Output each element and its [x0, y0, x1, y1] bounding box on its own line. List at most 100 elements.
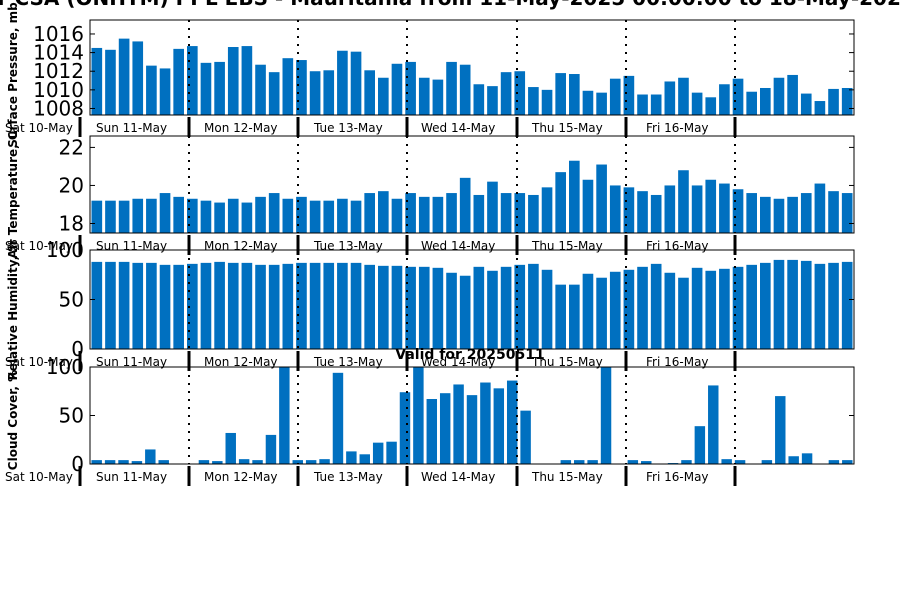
bar [760, 196, 771, 233]
day-label: Fri 16-May [646, 470, 709, 484]
bar [241, 262, 253, 349]
bar [282, 58, 294, 115]
y-axis-label: Surface Pressure, mb [6, 2, 20, 148]
bar [627, 460, 639, 464]
bar [405, 193, 416, 233]
bar [282, 198, 294, 233]
bar [732, 78, 744, 115]
bar [787, 196, 798, 233]
bar [446, 272, 457, 349]
bar [609, 78, 621, 115]
bar [200, 62, 212, 115]
bar [732, 189, 744, 233]
bar [459, 177, 471, 233]
bar [705, 270, 717, 349]
day-label: Sun 11-May [96, 121, 167, 135]
bar [105, 49, 116, 115]
bar [132, 262, 144, 349]
bar [828, 88, 839, 115]
bar [681, 460, 692, 464]
bar [426, 399, 438, 464]
bar [719, 84, 730, 115]
bar [694, 426, 706, 464]
bar [255, 264, 266, 349]
bar [282, 263, 294, 349]
bar [828, 191, 839, 233]
y-axis-label: Air Temperature, C [6, 131, 20, 259]
bar [159, 68, 171, 115]
bar [255, 64, 266, 115]
day-label: Tue 13-May [313, 355, 383, 369]
bar [399, 392, 411, 464]
bar [268, 264, 280, 349]
bar [227, 198, 239, 233]
bar [691, 185, 703, 233]
bar [346, 451, 357, 464]
bar [528, 263, 539, 349]
bar [118, 460, 129, 464]
y-tick-label: 22 [59, 135, 84, 159]
y-axis-label: Cloud Cover, % [6, 370, 20, 470]
bar [350, 51, 362, 115]
bar [541, 89, 553, 115]
bar [187, 198, 198, 233]
bar [487, 86, 498, 115]
y-tick-label: 1008 [33, 96, 84, 120]
bar [678, 170, 689, 233]
bar [500, 266, 512, 349]
bar [118, 38, 130, 115]
bar [364, 70, 375, 115]
day-label: Sat 10-May [5, 355, 73, 369]
bar [413, 367, 424, 464]
bar [350, 200, 362, 233]
day-label: Mon 12-May [204, 470, 278, 484]
bar [418, 196, 430, 233]
bar [337, 262, 348, 349]
bar [91, 460, 102, 464]
bar [814, 183, 826, 233]
bar [555, 284, 566, 349]
bar [569, 284, 580, 349]
bar [569, 74, 580, 115]
bar [91, 47, 103, 115]
bar [773, 198, 785, 233]
bar [678, 77, 689, 115]
bar [841, 261, 853, 349]
day-label: Wed 14-May [421, 239, 495, 253]
bar [198, 460, 210, 464]
bar [386, 441, 397, 464]
bar [173, 196, 184, 233]
bar [323, 200, 335, 233]
bar [746, 264, 757, 349]
day-label: Sun 11-May [96, 355, 167, 369]
bar [775, 396, 786, 464]
bar [446, 61, 457, 115]
bar [118, 200, 130, 233]
bar [214, 61, 225, 115]
bar [391, 63, 403, 115]
bar [105, 261, 116, 349]
day-label: Wed 14-May [421, 355, 495, 369]
bar [637, 266, 648, 349]
bar [773, 77, 785, 115]
bar [569, 160, 580, 233]
day-label: Fri 16-May [646, 355, 709, 369]
bar [814, 263, 826, 349]
bar [732, 266, 744, 349]
bar [473, 266, 485, 349]
bar [555, 172, 566, 233]
bar [691, 92, 703, 115]
bar [705, 97, 717, 115]
bar [432, 196, 444, 233]
bar [664, 81, 676, 115]
bar [268, 193, 280, 233]
bar [391, 198, 403, 233]
bar [405, 266, 416, 349]
bar [378, 77, 389, 115]
bar [227, 262, 239, 349]
bar [132, 198, 144, 233]
day-label: Wed 14-May [421, 121, 495, 135]
bar [746, 193, 757, 233]
